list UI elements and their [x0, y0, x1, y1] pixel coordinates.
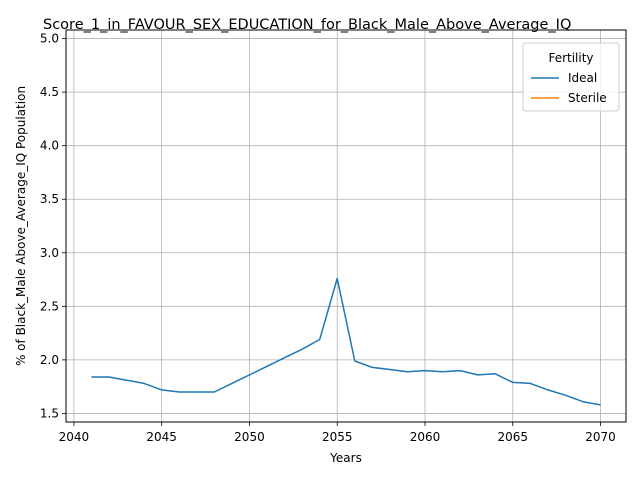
x-tick-label: 2050 [234, 430, 265, 444]
y-tick-label: 3.0 [40, 246, 59, 260]
x-tick-label: 2045 [146, 430, 177, 444]
legend-label-ideal: Ideal [568, 71, 597, 85]
x-tick-label: 2040 [59, 430, 90, 444]
series-lines [91, 277, 601, 406]
series-line-ideal [91, 277, 601, 406]
x-axis-ticks: 2040 2045 2050 2055 2060 2065 2070 [59, 422, 616, 444]
x-axis-label: Years [329, 451, 362, 465]
y-tick-label: 4.0 [40, 139, 59, 153]
x-tick-label: 2060 [410, 430, 441, 444]
y-axis-label: % of Black_Male Above_Average_IQ Populat… [14, 86, 28, 366]
y-tick-label: 3.5 [40, 192, 59, 206]
chart-title: Score_1_in_FAVOUR_SEX_EDUCATION_for_Blac… [43, 17, 571, 33]
legend-label-sterile: Sterile [568, 91, 607, 105]
x-tick-label: 2055 [322, 430, 353, 444]
y-tick-label: 5.0 [40, 32, 59, 46]
legend-box [522, 42, 620, 112]
y-tick-label: 2.0 [40, 353, 59, 367]
plot-frame [65, 29, 627, 423]
x-tick-label: 2065 [497, 430, 528, 444]
y-tick-label: 4.5 [40, 85, 59, 99]
x-tick-label: 2070 [585, 430, 616, 444]
y-axis-ticks: 1.5 2.0 2.5 3.0 3.5 4.0 4.5 5.0 [40, 32, 66, 420]
legend-title: Fertility [548, 51, 593, 65]
legend: Fertility Ideal Sterile [522, 42, 620, 112]
y-tick-label: 2.5 [40, 299, 59, 313]
y-tick-label: 1.5 [40, 406, 59, 420]
